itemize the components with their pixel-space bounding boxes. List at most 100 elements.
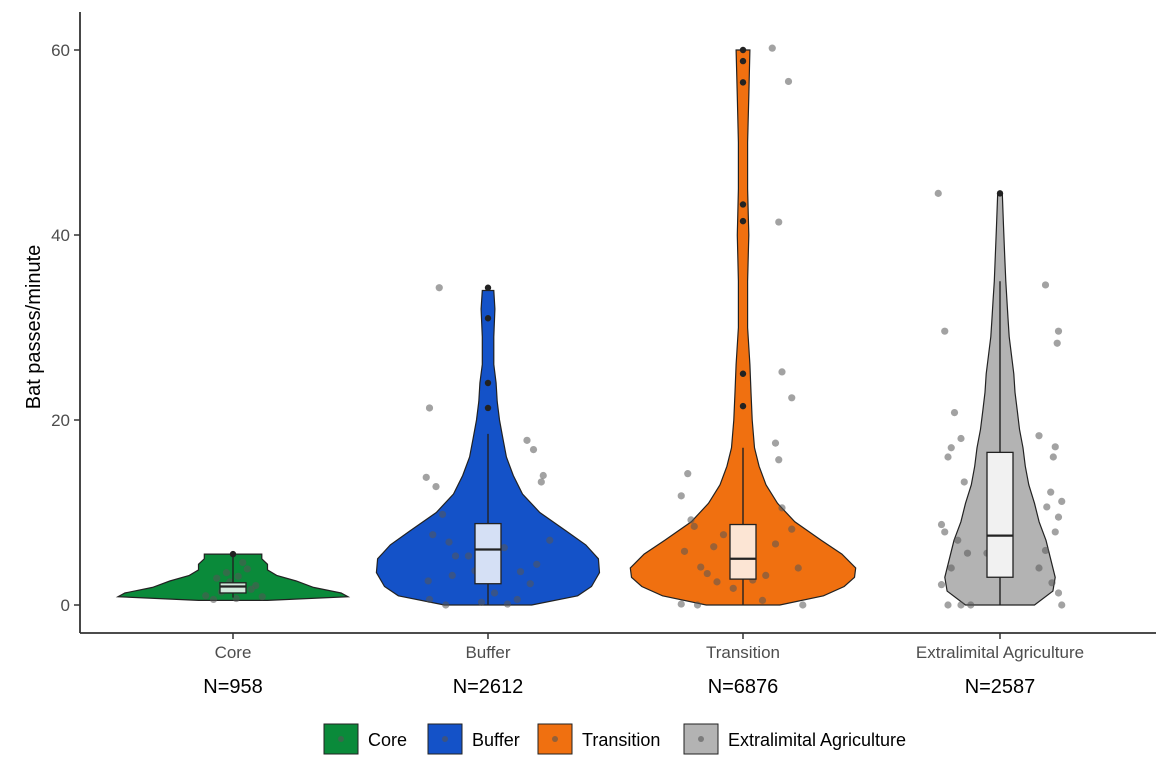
jitter-point	[239, 558, 247, 567]
outlier-point	[739, 370, 747, 377]
jitter-point	[1035, 432, 1043, 440]
jitter-point	[703, 569, 711, 578]
jitter-point	[778, 504, 786, 512]
jitter-point	[1053, 339, 1061, 347]
jitter-point	[1048, 579, 1056, 587]
jitter-point	[422, 473, 430, 481]
jitter-point	[778, 368, 786, 376]
jitter-point	[719, 531, 728, 539]
outlier-point	[739, 46, 747, 54]
jitter-point	[539, 471, 547, 480]
jitter-point	[516, 568, 525, 576]
legend-label: Extralimital Agriculture	[728, 730, 906, 750]
jitter-point	[687, 516, 695, 524]
series-core	[115, 550, 351, 604]
outlier-point	[229, 550, 237, 558]
jitter-point	[529, 446, 538, 454]
jitter-point	[448, 571, 456, 580]
jitter-point	[438, 510, 447, 518]
x-tick-label: Transition	[706, 643, 780, 662]
jitter-point	[788, 525, 796, 533]
jitter-point	[1054, 327, 1063, 335]
jitter-point	[771, 439, 780, 447]
jitter-point	[713, 578, 721, 586]
jitter-point	[957, 601, 965, 609]
jitter-point	[799, 601, 807, 609]
jitter-point	[503, 600, 512, 608]
jitter-point	[768, 44, 776, 52]
jitter-point	[788, 394, 796, 402]
iqr-box	[986, 451, 1014, 578]
jitter-point	[451, 552, 460, 560]
jitter-point	[1047, 488, 1055, 496]
jitter-point	[967, 601, 975, 609]
jitter-point	[232, 594, 240, 603]
jitter-point	[1041, 546, 1050, 555]
jitter-point	[425, 404, 434, 412]
jitter-point	[937, 520, 946, 529]
jitter-point	[1035, 564, 1043, 572]
x-tick-label: Buffer	[465, 643, 510, 662]
jitter-point	[1058, 497, 1066, 505]
legend-item-buffer: Buffer	[427, 723, 520, 755]
legend-item-transition: Transition	[537, 723, 660, 755]
outlier-point	[996, 190, 1004, 197]
jitter-point	[775, 456, 783, 464]
legend-swatch	[323, 723, 359, 755]
jitter-point	[944, 601, 952, 609]
jitter-point	[209, 595, 218, 604]
legend-point-icon	[442, 736, 448, 742]
legend-label: Buffer	[472, 730, 520, 750]
outlier-point	[739, 57, 747, 65]
outlier-point	[484, 404, 492, 412]
jitter-point	[690, 522, 698, 530]
iqr-box	[219, 582, 247, 594]
outlier-point	[484, 284, 492, 291]
series-extralimital-agriculture	[934, 189, 1066, 609]
jitter-point	[1043, 503, 1051, 511]
outlier-point	[739, 217, 747, 225]
jitter-point	[464, 552, 473, 560]
jitter-point	[697, 563, 705, 571]
violin-shape	[629, 49, 857, 606]
jitter-point	[957, 434, 965, 443]
jitter-point	[758, 596, 767, 604]
outlier-point	[484, 379, 492, 387]
jitter-point	[1049, 453, 1057, 461]
jitter-point	[941, 528, 949, 536]
jitter-point	[243, 565, 251, 573]
sample-size-label: N=2612	[453, 676, 524, 698]
jitter-point	[960, 478, 968, 486]
sample-size-label: N=6876	[708, 676, 779, 698]
jitter-point	[222, 569, 231, 577]
jitter-point	[710, 543, 718, 551]
jitter-point	[944, 453, 952, 461]
outlier-point	[739, 79, 747, 86]
x-axis-ticks: Core N=958 Buffer N=2612 Transition N=6876 Ext…	[203, 633, 1084, 698]
jitter-point	[213, 574, 221, 582]
jitter-point	[1051, 443, 1059, 451]
jitter-point	[533, 560, 541, 568]
jitter-point	[784, 77, 793, 86]
jitter-point	[729, 584, 737, 592]
jitter-point	[429, 531, 437, 539]
y-tick-label: 0	[61, 596, 70, 615]
legend-label: Transition	[582, 730, 660, 750]
jitter-point	[1058, 601, 1066, 609]
legend: Core Buffer Transition Extralimital Agricul…	[323, 723, 906, 755]
jitter-point	[947, 444, 955, 452]
jitter-point	[258, 593, 266, 601]
jitter-point	[477, 598, 486, 606]
jitter-point	[432, 483, 440, 491]
jitter-point	[234, 572, 242, 580]
jitter-point	[1041, 281, 1050, 289]
series-buffer	[375, 284, 601, 609]
jitter-point	[490, 589, 499, 597]
jitter-point	[794, 564, 802, 572]
legend-item-extralimital-agriculture: Extralimital Agriculture	[683, 723, 906, 755]
y-axis-title: Bat passes/minute	[23, 245, 45, 410]
series-transition	[629, 44, 857, 609]
jitter-point	[202, 592, 210, 600]
legend-point-icon	[338, 736, 344, 742]
jitter-point	[684, 470, 692, 478]
